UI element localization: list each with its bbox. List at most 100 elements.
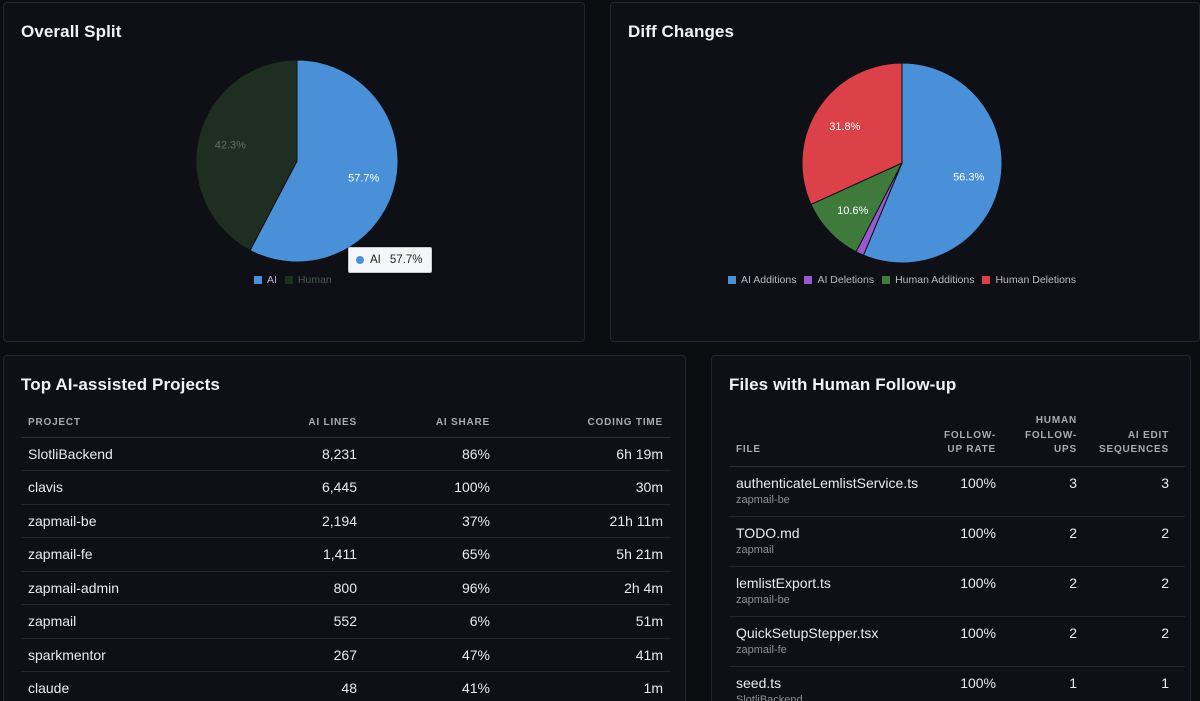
legend-swatch: [882, 276, 891, 284]
ai-lines-cell: 267: [211, 638, 357, 672]
legend-item-human[interactable]: Human: [284, 274, 332, 286]
legend-swatch: [728, 276, 736, 284]
pie-slice-ai-additions[interactable]: [862, 62, 1003, 264]
column-header-ai-share[interactable]: AI SHARE: [357, 408, 490, 438]
ai-edit-sequences-cell: 1: [1077, 666, 1185, 701]
project-name-cell: claude: [21, 671, 211, 701]
coding-time-cell: 6h 19m: [490, 437, 671, 471]
legend-label: AI Deletions: [817, 274, 875, 286]
legend-item-human-deletions[interactable]: Human Deletions: [982, 274, 1076, 286]
human-follow-ups-cell: 2: [996, 616, 1077, 667]
coding-time-cell: 2h 4m: [490, 571, 671, 605]
overall-split-panel: Overall Split 57.7% 42.3% AI Human AI 57.7…: [3, 2, 585, 342]
table-row[interactable]: QuickSetupStepper.tsx zapmail-fe 100% 2 2: [729, 616, 1185, 667]
ai-share-cell: 47%: [357, 638, 490, 672]
follow-up-rate-cell: 100%: [919, 516, 996, 567]
chart-tooltip: AI 57.7%: [348, 247, 432, 273]
diff-changes-pie-chart: 56.3% 10.6% 31.8%: [801, 62, 1003, 264]
column-header-ai-lines[interactable]: AI LINES: [211, 408, 357, 438]
table-row[interactable]: seed.ts SlotliBackend 100% 1 1: [729, 666, 1185, 701]
legend-label: AI: [267, 274, 277, 286]
project-name-cell: zapmail: [21, 604, 211, 639]
project-name-cell: zapmail-admin: [21, 571, 211, 605]
legend-swatch: [284, 276, 293, 284]
ai-lines-cell: 552: [211, 604, 357, 639]
legend-label: Human Additions: [895, 274, 975, 286]
legend-item-ai-deletions[interactable]: AI Deletions: [804, 274, 874, 286]
column-header-ai-edit-sequences[interactable]: AI EDIT SEQUENCES: [1077, 413, 1185, 467]
tooltip-label: AI: [370, 254, 381, 266]
table-row[interactable]: authenticateLemlistService.ts zapmail-be 1…: [729, 466, 1185, 517]
follow-up-rate-cell: 100%: [919, 666, 996, 701]
file-project: SlotliBackend: [736, 693, 803, 701]
file-name[interactable]: QuickSetupStepper.tsx: [736, 624, 879, 641]
ai-lines-cell: 6,445: [211, 470, 357, 505]
pie-slice-ai[interactable]: [249, 59, 399, 263]
legend-label: Human: [297, 274, 332, 286]
coding-time-cell: 51m: [490, 604, 671, 639]
human-follow-ups-cell: 2: [996, 566, 1077, 617]
file-cell: seed.ts SlotliBackend: [729, 666, 919, 701]
file-cell: lemlistExport.ts zapmail-be: [729, 566, 919, 617]
legend-swatch: [804, 276, 813, 284]
ai-lines-cell: 48: [211, 671, 357, 701]
table-row[interactable]: lemlistExport.ts zapmail-be 100% 2 2: [729, 566, 1185, 617]
pie-slice-human[interactable]: [195, 59, 298, 252]
coding-time-cell: 1m: [490, 671, 671, 701]
file-name[interactable]: seed.ts: [736, 674, 782, 691]
ai-lines-cell: 2,194: [211, 504, 357, 538]
legend-item-human-additions[interactable]: Human Additions: [882, 274, 974, 286]
column-header-human-follow-ups[interactable]: HUMAN FOLLOW- UPS: [996, 413, 1077, 467]
legend-label: Human Deletions: [995, 274, 1077, 286]
table-row[interactable]: claude 48 41% 1m: [21, 671, 671, 701]
pie-label-ai: 57.7%: [348, 172, 379, 184]
pie-label-human-additions: 10.6%: [837, 205, 868, 217]
file-name[interactable]: authenticateLemlistService.ts: [736, 474, 919, 491]
table-row[interactable]: TODO.md zapmail 100% 2 2: [729, 516, 1185, 567]
table-row[interactable]: sparkmentor 267 47% 41m: [21, 638, 671, 672]
overall-split-title: Overall Split: [21, 22, 122, 41]
table-row[interactable]: zapmail-fe 1,411 65% 5h 21m: [21, 537, 671, 572]
projects-table: PROJECT AI LINES AI SHARE CODING TIME Sl…: [21, 408, 671, 701]
table-row[interactable]: clavis 6,445 100% 30m: [21, 470, 671, 505]
files-header-row: FILE FOLLOW- UP RATE HUMAN FOLLOW- UPS AI E…: [729, 413, 1185, 467]
coding-time-cell: 41m: [490, 638, 671, 672]
files-title: Files with Human Follow-up: [729, 375, 957, 394]
project-name-cell: zapmail-fe: [21, 537, 211, 572]
pie-label-human-deletions: 31.8%: [829, 121, 860, 133]
ai-share-cell: 65%: [357, 537, 490, 572]
legend-item-ai[interactable]: AI: [254, 274, 277, 286]
file-project: zapmail-be: [736, 593, 790, 606]
diff-changes-title: Diff Changes: [628, 22, 735, 41]
column-header-project[interactable]: PROJECT: [21, 408, 211, 438]
file-project: zapmail-fe: [736, 643, 787, 656]
file-cell: authenticateLemlistService.ts zapmail-be: [729, 466, 919, 517]
table-row[interactable]: zapmail 552 6% 51m: [21, 604, 671, 639]
follow-up-rate-cell: 100%: [919, 616, 996, 667]
column-header-follow-up-rate[interactable]: FOLLOW- UP RATE: [919, 413, 996, 467]
project-name-cell: SlotliBackend: [21, 437, 211, 471]
table-row[interactable]: SlotliBackend 8,231 86% 6h 19m: [21, 437, 671, 471]
ai-share-cell: 86%: [357, 437, 490, 471]
legend-item-ai-additions[interactable]: AI Additions: [728, 274, 796, 286]
files-panel: Files with Human Follow-up FILE FOLLOW- U…: [711, 355, 1191, 701]
column-header-file[interactable]: FILE: [729, 413, 919, 467]
human-follow-ups-cell: 1: [996, 666, 1077, 701]
table-row[interactable]: zapmail-be 2,194 37% 21h 11m: [21, 504, 671, 538]
file-name[interactable]: TODO.md: [736, 524, 800, 541]
pie-slice-human-deletions[interactable]: [801, 62, 903, 206]
file-name[interactable]: lemlistExport.ts: [736, 574, 831, 591]
ai-lines-cell: 800: [211, 571, 357, 605]
column-header-coding-time[interactable]: CODING TIME: [490, 408, 671, 438]
ai-lines-cell: 1,411: [211, 537, 357, 572]
coding-time-cell: 30m: [490, 470, 671, 505]
ai-edit-sequences-cell: 2: [1077, 516, 1185, 567]
coding-time-cell: 5h 21m: [490, 537, 671, 572]
legend-swatch: [982, 276, 991, 284]
follow-up-rate-cell: 100%: [919, 466, 996, 517]
ai-share-cell: 100%: [357, 470, 490, 505]
diff-changes-panel: Diff Changes 56.3% 10.6% 31.8% AI Addition…: [610, 2, 1200, 342]
legend-label: AI Additions: [741, 274, 797, 286]
tooltip-value: 57.7%: [389, 254, 423, 266]
table-row[interactable]: zapmail-admin 800 96% 2h 4m: [21, 571, 671, 605]
